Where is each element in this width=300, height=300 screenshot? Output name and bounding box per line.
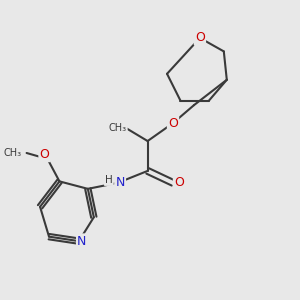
Text: H: H [105, 175, 112, 185]
Text: O: O [174, 176, 184, 189]
Text: O: O [195, 32, 205, 44]
Text: N: N [77, 235, 87, 248]
Text: CH₃: CH₃ [4, 148, 22, 158]
Text: CH₃: CH₃ [109, 123, 127, 133]
Text: O: O [168, 117, 178, 130]
Text: N: N [116, 176, 125, 189]
Text: O: O [40, 148, 50, 161]
